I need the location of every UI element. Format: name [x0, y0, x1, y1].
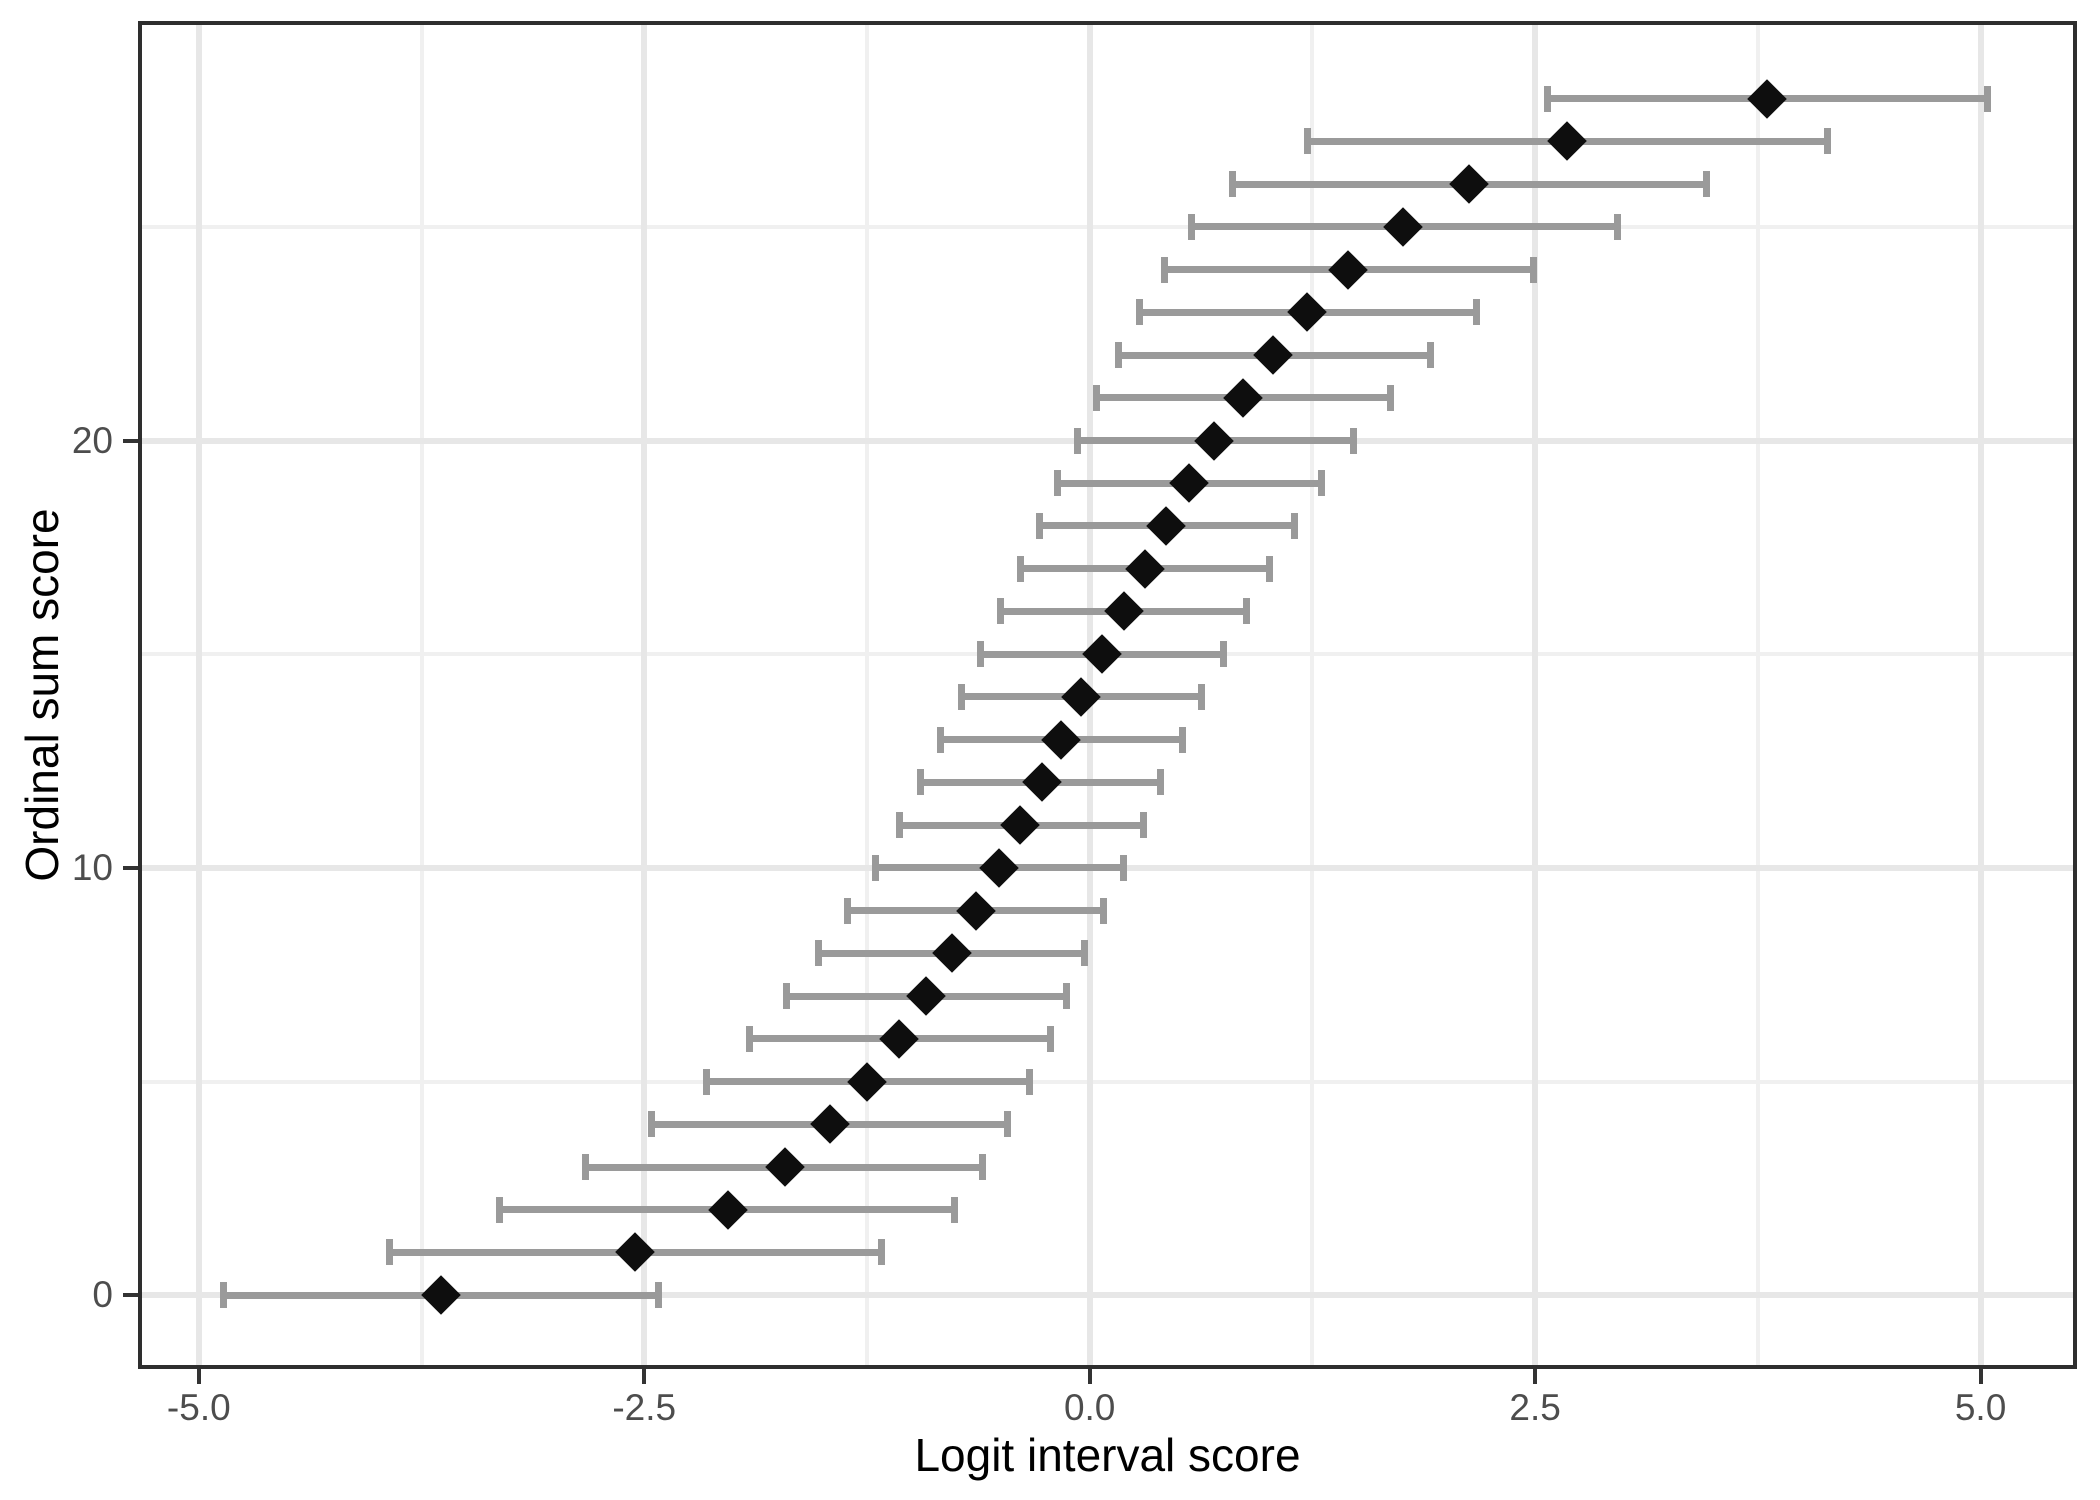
error-bar-cap-right [1157, 769, 1165, 796]
x-minor-gridline [1755, 23, 1760, 1367]
x-major-gridline [1532, 23, 1539, 1367]
x-tick-label: -2.5 [612, 1387, 677, 1428]
x-axis-tick [196, 1369, 201, 1384]
error-bar-cap-left [1136, 299, 1144, 326]
error-bar-cap-right [654, 1282, 662, 1309]
error-bar-cap-left [1036, 512, 1044, 539]
error-bar-cap-right [1291, 512, 1299, 539]
error-bar-cap-left [647, 1111, 655, 1138]
y-axis-title: Ordinal sum score [16, 508, 68, 882]
error-bar-cap-left [496, 1196, 504, 1223]
error-bar-cap-left [977, 641, 985, 668]
error-bar-cap-left [1093, 384, 1101, 411]
x-tick-label: -5.0 [166, 1387, 231, 1428]
error-bar-cap-right [1046, 1025, 1054, 1052]
error-bar-cap-right [1198, 683, 1206, 710]
x-minor-gridline [864, 23, 869, 1367]
error-bar-cap-right [1613, 213, 1621, 240]
error-bar-cap-left [1073, 427, 1081, 454]
error-bar-cap-left [936, 726, 944, 753]
error-bar-cap-right [1100, 897, 1108, 924]
error-bar-cap-left [581, 1154, 589, 1180]
error-bar-cap-left [1544, 85, 1552, 112]
error-bar-cap-left [220, 1282, 228, 1309]
error-bar-cap-right [1139, 812, 1147, 839]
y-axis-tick [123, 1293, 138, 1298]
error-bar-cap-right [1472, 299, 1480, 326]
error-bar-cap-right [1349, 427, 1357, 454]
error-bar-cap-right [1317, 470, 1325, 497]
error-bar-cap-left [815, 940, 823, 967]
error-bar-cap-left [385, 1239, 393, 1266]
error-bar-cap-left [997, 598, 1005, 625]
x-minor-gridline [419, 23, 424, 1367]
error-bar-cap-left [745, 1025, 753, 1052]
error-bar-cap-right [1823, 128, 1831, 155]
y-tick-label: 20 [71, 419, 113, 461]
y-minor-gridline [140, 224, 2075, 229]
error-bar-cap-left [1161, 256, 1169, 283]
x-tick-label: 0.0 [1063, 1387, 1116, 1428]
x-tick-label: 5.0 [1954, 1387, 2007, 1428]
y-major-gridline [140, 1292, 2075, 1299]
error-bar-cap-left [783, 983, 791, 1010]
x-axis-tick [1087, 1369, 1092, 1384]
error-bar-cap-right [1266, 555, 1274, 582]
x-axis-tick [1978, 1369, 1983, 1384]
x-minor-gridline [1310, 23, 1315, 1367]
x-major-gridline [1977, 23, 1984, 1367]
error-bar-cap-left [1114, 342, 1122, 369]
error-bar-cap-left [1016, 555, 1024, 582]
x-axis-title: Logit interval score [914, 1429, 1301, 1481]
error-bar-cap-right [1387, 384, 1395, 411]
x-axis-tick [642, 1369, 647, 1384]
error-bar-cap-right [1120, 854, 1128, 881]
y-axis-tick [123, 438, 138, 443]
x-tick-label: 2.5 [1509, 1387, 1561, 1428]
error-bar-cap-right [1178, 726, 1186, 753]
y-tick-label: 10 [71, 846, 113, 888]
x-major-gridline [641, 23, 648, 1367]
error-bar-cap-right [950, 1196, 958, 1223]
error-bar-cap-left [895, 812, 903, 839]
panel-border [138, 21, 2077, 1369]
error-bar-cap-right [1984, 85, 1992, 112]
error-bar-cap-right [877, 1239, 885, 1266]
y-axis-tick [123, 865, 138, 870]
error-bar-cap-left [1303, 128, 1311, 155]
error-bar-cap-right [1426, 342, 1434, 369]
error-bar-cap-left [703, 1068, 711, 1095]
error-bar-cap-left [916, 769, 924, 796]
error-bar-cap-right [1063, 983, 1071, 1010]
error-bar-cap-right [1004, 1111, 1012, 1138]
error-bar-cap-right [979, 1154, 987, 1180]
error-bar-cap-right [1219, 641, 1227, 668]
error-bar-cap-left [843, 897, 851, 924]
error-bar-cap-right [1080, 940, 1088, 967]
error-bar-cap-right [1702, 171, 1710, 198]
error-bar-cap-right [1242, 598, 1250, 625]
error-bar-cap-left [1187, 213, 1195, 240]
error-bar-cap-left [1228, 171, 1236, 198]
error-bar-cap-left [1054, 470, 1062, 497]
x-major-gridline [195, 23, 202, 1367]
x-axis-tick [1533, 1369, 1538, 1384]
error-bar-cap-left [872, 854, 880, 881]
y-tick-label: 0 [92, 1274, 113, 1316]
y-minor-gridline [140, 1079, 2075, 1084]
error-bar-cap-right [1529, 256, 1537, 283]
error-bar-cap-right [1025, 1068, 1033, 1095]
error-bar-cap-left [957, 683, 965, 710]
